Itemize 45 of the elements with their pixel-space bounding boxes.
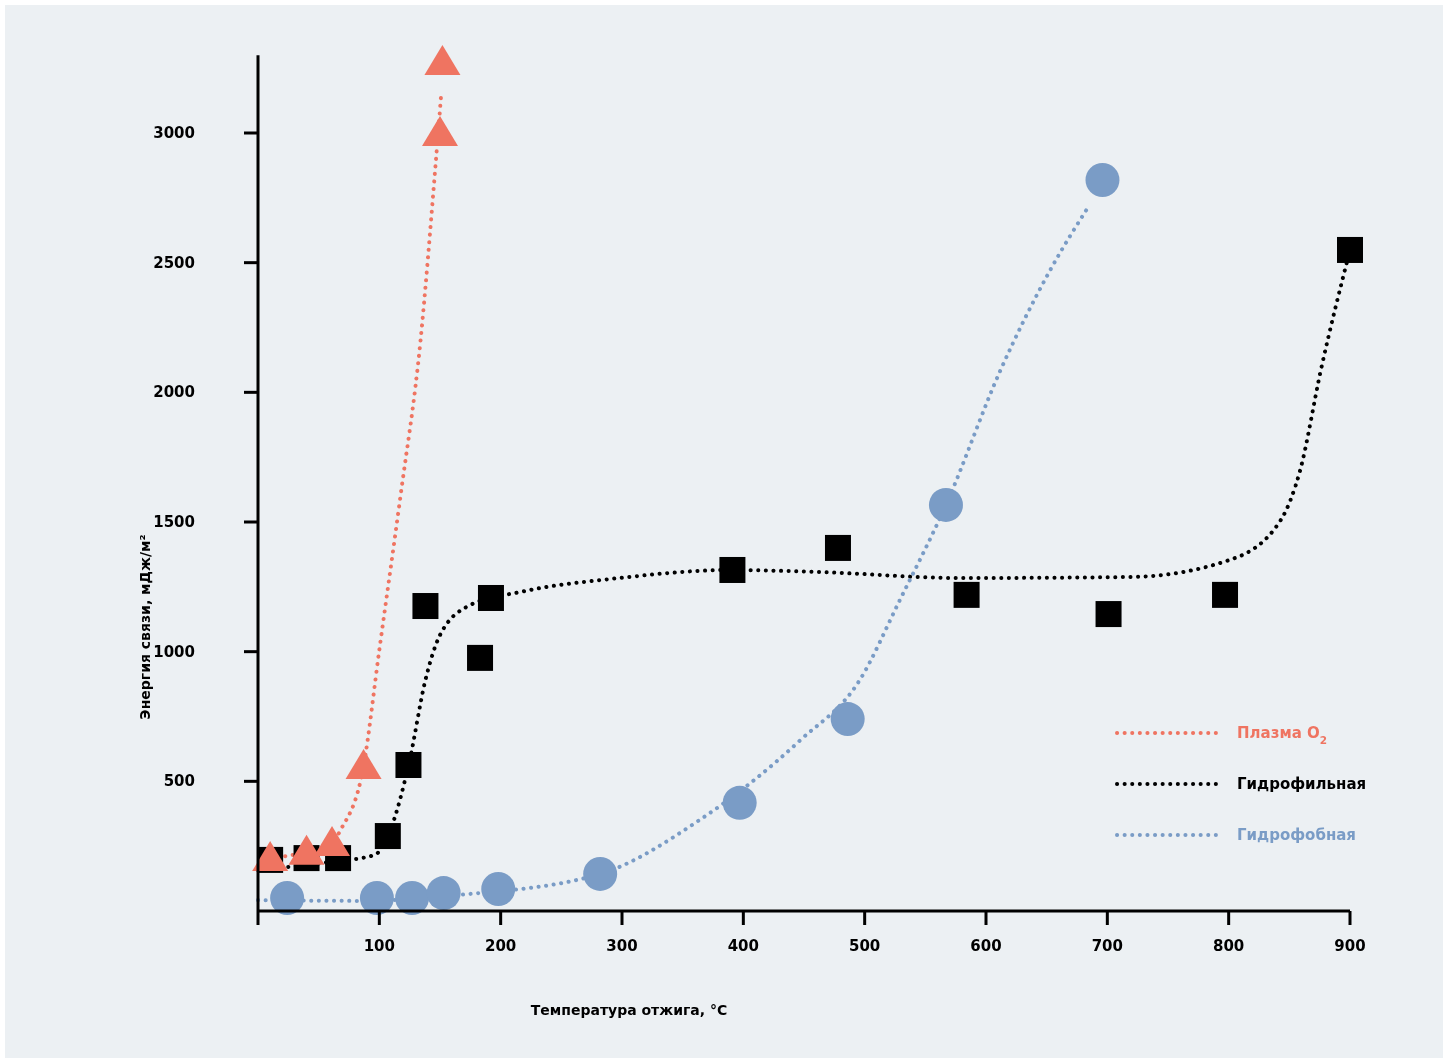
point [928,487,963,522]
y-tick-label: 3000 [153,124,195,142]
point [467,644,494,671]
point [395,752,422,778]
point [1085,162,1120,197]
y-tick-label: 500 [163,772,195,791]
point [824,534,851,561]
point [314,826,351,857]
point [426,876,461,911]
x-tick-label: 900 [1334,937,1366,955]
point [953,581,980,608]
text: Плазма O$_{2}$ [1237,724,1328,746]
y-tick-label: 1000 [153,642,195,661]
point [345,749,382,780]
point [719,556,746,583]
text: Гидрофобная [1237,826,1357,844]
y-tick-label: 2500 [153,253,195,272]
point [422,116,458,146]
point [374,823,401,850]
x-tick-label: 800 [1213,937,1245,955]
x-tick-label: 600 [970,937,1002,955]
point [477,584,504,611]
point [412,593,439,620]
x-tick-label: 100 [363,937,395,955]
y-axis-title: Энергия связи, мДж/м² [137,534,153,720]
point [359,881,394,916]
point [722,785,757,820]
x-axis-title: Температура отжига, °C [530,1002,728,1018]
text: Гидрофильная [1237,775,1367,793]
x-tick-label: 300 [606,937,638,955]
y-tick-label: 2000 [153,383,195,402]
point [481,871,516,906]
point [583,856,618,891]
x-tick-label: 400 [727,937,759,955]
y-tick-label: 1500 [153,513,195,531]
point [1337,236,1363,263]
x-tick-label: 200 [485,937,517,955]
x-tick-label: 700 [1091,937,1123,955]
point [424,44,461,75]
point [395,881,430,916]
x-tick-label: 500 [849,937,881,955]
point [830,702,865,737]
point [1095,601,1122,628]
point [270,881,305,916]
point [1212,581,1239,608]
